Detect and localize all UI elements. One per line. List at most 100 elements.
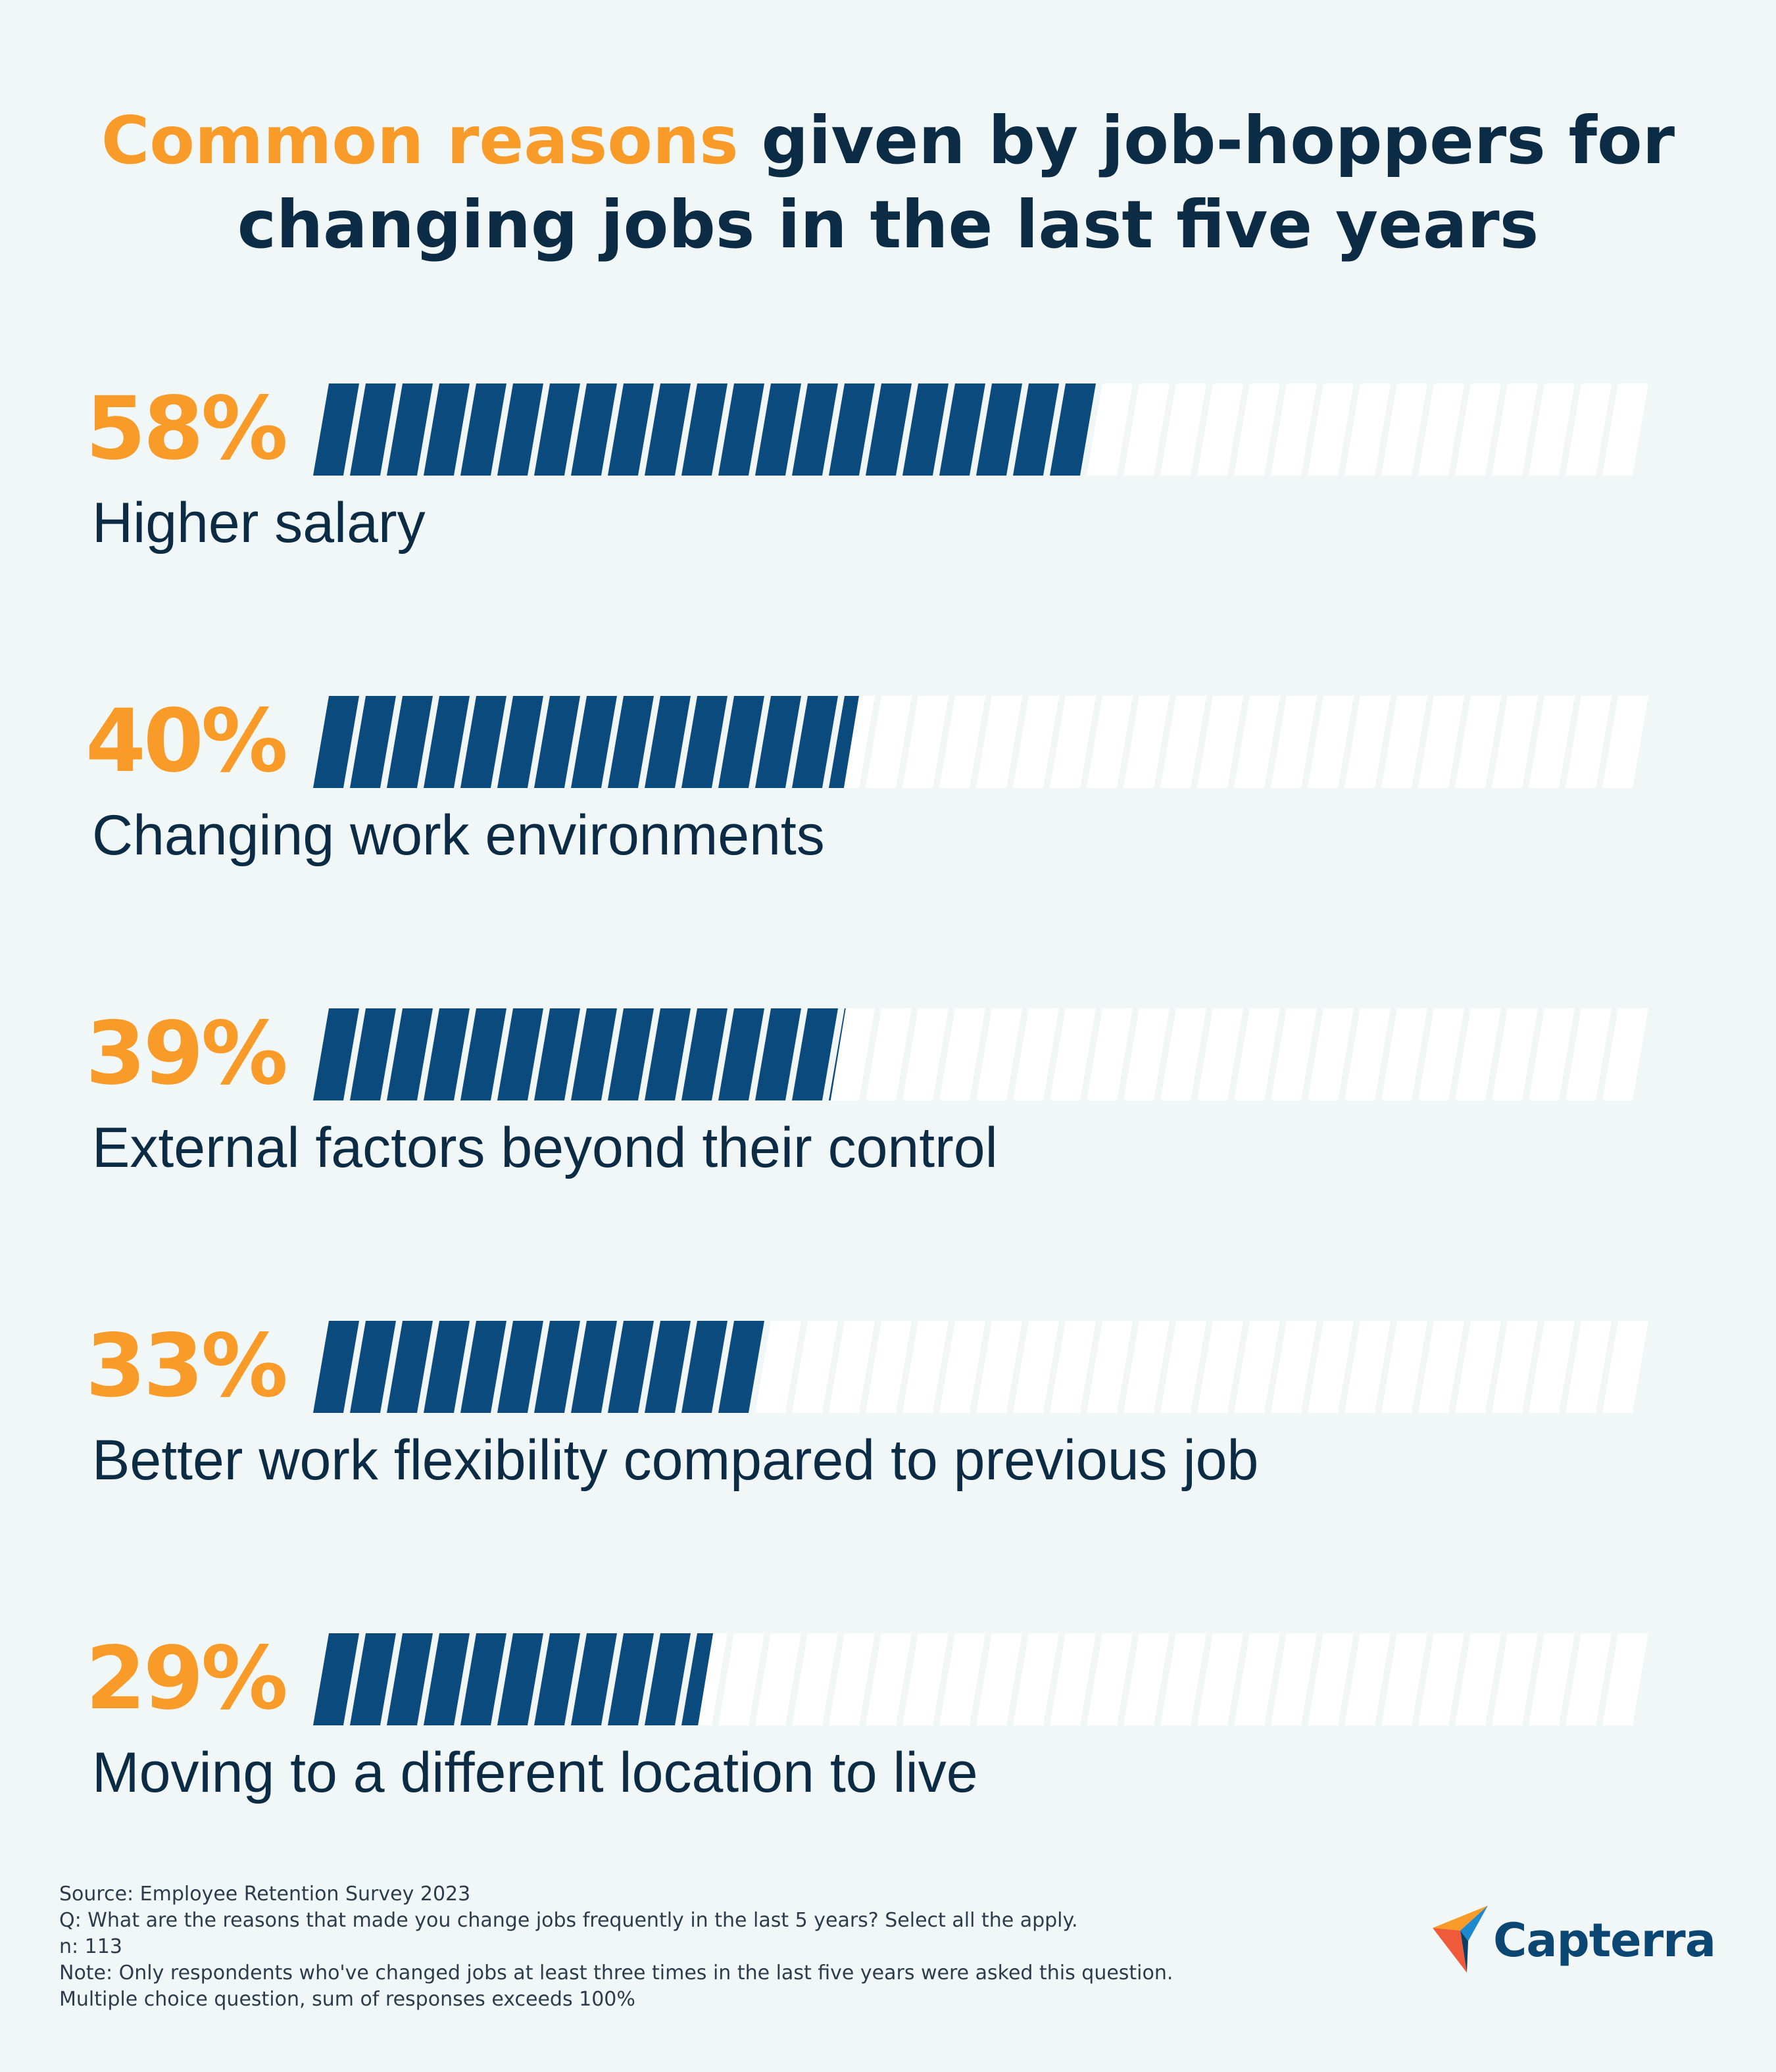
bar-empty-stripe <box>1602 1008 1648 1100</box>
bar-empty-stripe <box>1160 696 1206 788</box>
bar-fill-stripe <box>1050 383 1096 476</box>
bar-fill-stripe <box>571 1008 617 1100</box>
bar-empty-stripe <box>1013 696 1059 788</box>
bar-fill-stripe <box>313 383 359 476</box>
bar-empty-stripe <box>1050 1008 1096 1100</box>
bar-fill-stripe <box>424 1633 470 1725</box>
bar-fill-stripe <box>645 383 691 476</box>
bar-fill-stripe <box>608 383 654 476</box>
bar-fill-stripe <box>534 1008 580 1100</box>
bar-empty-stripe <box>1492 696 1538 788</box>
bar-empty-stripe <box>866 696 912 788</box>
bar-empty-stripe <box>939 1008 985 1100</box>
bar-empty-stripe <box>1455 1321 1501 1413</box>
bar-empty-stripe <box>1381 1633 1427 1725</box>
bar-fill-stripe <box>1013 383 1059 476</box>
bar-fill-stripe <box>718 1008 764 1100</box>
bar-fill-stripe <box>350 1008 396 1100</box>
bar-empty-stripe <box>866 1321 912 1413</box>
bar-fill-stripe <box>497 696 543 788</box>
bar-fill-stripe <box>681 696 728 788</box>
bar-empty-stripe <box>1013 1008 1059 1100</box>
bar-empty-stripe <box>1566 1321 1612 1413</box>
bar-fill-stripe <box>424 1008 470 1100</box>
bar-empty-stripe <box>1087 696 1133 788</box>
bar-fill-stripe <box>902 383 949 476</box>
title-line2: changing jobs in the last five years <box>237 186 1539 263</box>
bar-row: 29% Moving to a different location to liv… <box>0 1631 1776 1848</box>
bar-empty-stripe <box>1418 1633 1464 1725</box>
bar-fill-stripe <box>681 383 728 476</box>
bar-empty-stripe <box>1418 696 1464 788</box>
bar-empty-stripe <box>1602 696 1648 788</box>
bar-empty-stripe <box>1197 696 1243 788</box>
bar-fill-stripe <box>313 1633 359 1725</box>
bar-empty-stripe <box>1418 383 1464 476</box>
bar-fill-stripe <box>571 383 617 476</box>
bar-fill-stripe <box>792 1008 838 1100</box>
bar-empty-stripe <box>1529 1008 1575 1100</box>
bar-empty-stripe <box>1344 1008 1391 1100</box>
bar-fill-stripe <box>645 1008 691 1100</box>
bar-empty-stripe <box>1566 1008 1612 1100</box>
bar-empty-stripe <box>976 696 1022 788</box>
bar-empty-stripe <box>1160 1633 1206 1725</box>
bar-empty-stripe <box>939 696 985 788</box>
bar-empty-stripe <box>1566 1633 1612 1725</box>
bar-fill-stripe <box>424 1321 470 1413</box>
bar-empty-stripe <box>792 1321 838 1413</box>
footnote-note: Note: Only respondents who've changed jo… <box>59 1961 1173 1985</box>
bar-empty-stripe <box>1492 383 1538 476</box>
bar-empty-stripe <box>1197 1633 1243 1725</box>
bar-empty-stripe <box>1602 1321 1648 1413</box>
bar-fill-stripe <box>460 1008 506 1100</box>
bar-fill-stripe <box>497 1321 543 1413</box>
bar-fill-stripe <box>718 383 764 476</box>
bar-empty-stripe <box>1492 1633 1538 1725</box>
bar-fill-stripe <box>645 1633 691 1725</box>
bar-fill-stripe <box>497 1008 543 1100</box>
bar-fill-stripe <box>681 1633 714 1725</box>
title-highlight: Common reasons <box>101 102 739 179</box>
bar-empty-stripe <box>1344 383 1391 476</box>
bar-empty-stripe <box>1381 1008 1427 1100</box>
bar-track <box>313 1008 1648 1100</box>
bar-empty-stripe <box>1308 1321 1354 1413</box>
bar-fill-stripe <box>718 696 764 788</box>
bar-empty-stripe <box>1344 1321 1391 1413</box>
bar-fill-stripe <box>645 1321 691 1413</box>
bar-fill-stripe <box>608 1633 654 1725</box>
bar-value-label: 33% <box>86 1316 288 1417</box>
bar-empty-stripe <box>1344 696 1391 788</box>
bar-empty-stripe <box>1087 383 1133 476</box>
bar-fill-stripe <box>460 1321 506 1413</box>
bar-empty-stripe <box>1197 1321 1243 1413</box>
bar-fill-stripe <box>424 383 470 476</box>
bar-empty-stripe <box>718 1633 764 1725</box>
bar-row: 58% Higher salary <box>0 382 1776 599</box>
bar-track <box>313 383 1648 476</box>
bar-empty-stripe <box>1602 1633 1648 1725</box>
bar-fill-stripe <box>313 1321 359 1413</box>
bar-empty-stripe <box>1308 1008 1354 1100</box>
bar-fill <box>313 383 1098 476</box>
bar-empty-stripe <box>1455 1008 1501 1100</box>
bar-fill-stripe <box>571 1633 617 1725</box>
bar-category-label: External factors beyond their control <box>92 1116 998 1179</box>
bar-value-label: 29% <box>86 1628 288 1729</box>
title-rest-line1: given by job-hoppers for <box>738 102 1675 179</box>
bar-empty-stripe <box>1455 696 1501 788</box>
bar-empty-stripe <box>1529 1633 1575 1725</box>
bar-empty-stripe <box>755 1321 801 1413</box>
bar-fill-stripe <box>387 1008 433 1100</box>
bar-row: 39% External factors beyond their control <box>0 1006 1776 1223</box>
bar-empty-stripe <box>1013 1321 1059 1413</box>
bar-fill-stripe <box>497 1633 543 1725</box>
bar-empty-stripe <box>976 1321 1022 1413</box>
bar-value-label: 58% <box>86 378 288 480</box>
bar-empty-stripe <box>866 1633 912 1725</box>
bar-empty-stripe <box>1271 696 1317 788</box>
bar-empty-stripe <box>1455 383 1501 476</box>
bar-fill-stripe <box>608 1008 654 1100</box>
bar-fill-stripe <box>645 696 691 788</box>
